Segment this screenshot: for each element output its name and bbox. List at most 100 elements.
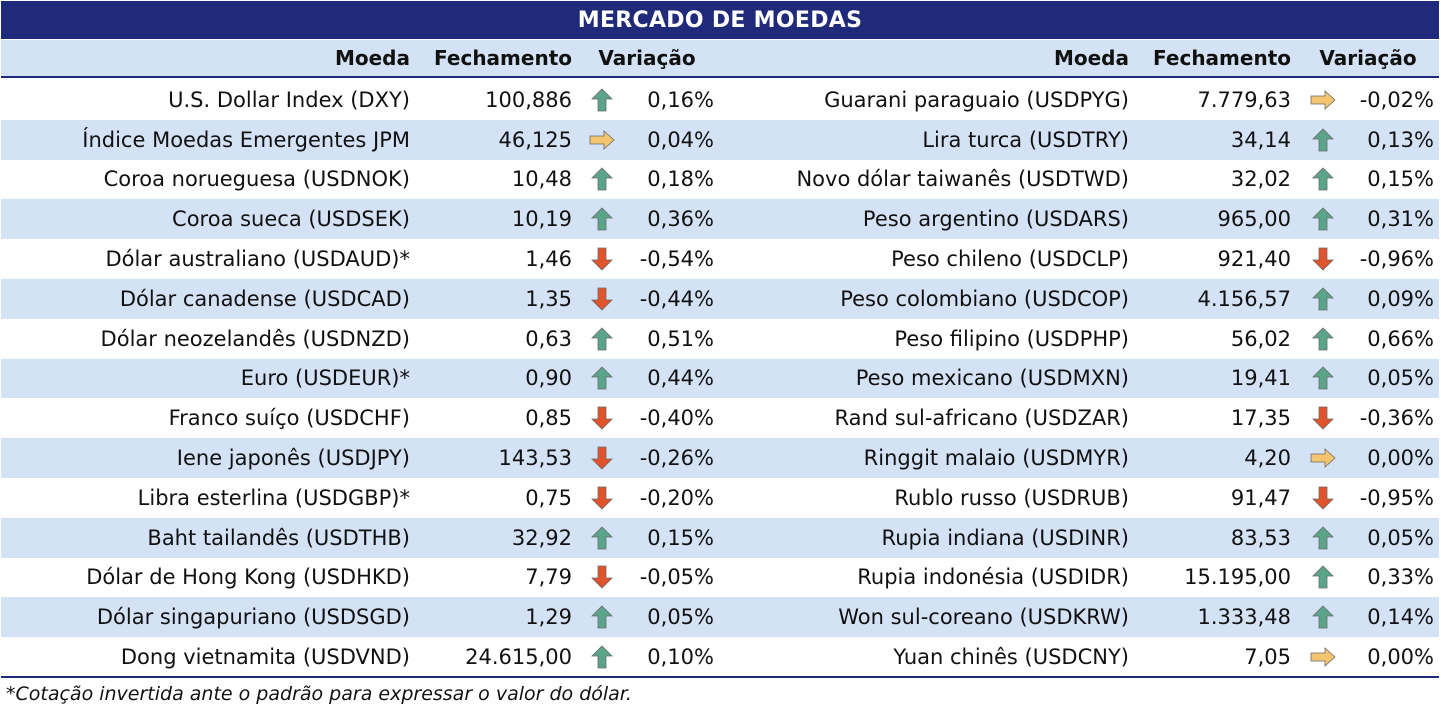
change-value: 0,18%: [647, 167, 714, 192]
close-value: 7,79: [525, 565, 572, 590]
currency-name: Baht tailandês (USDTHB): [147, 525, 410, 550]
currency-name: Dólar australiano (USDAUD)*: [105, 247, 410, 272]
currency-name: Peso filipino (USDPHP): [894, 326, 1129, 351]
change-value: 0,14%: [1367, 605, 1434, 630]
currency-name: U.S. Dollar Index (DXY): [168, 87, 410, 112]
currency-name: Dong vietnamita (USDVND): [120, 645, 410, 670]
arrow-flat-icon: [1307, 637, 1339, 677]
change-value: 0,04%: [647, 127, 714, 152]
arrow-up-icon: [586, 637, 618, 677]
table-row: Libra esterlina (USDGBP)* 0,75 -0,20% Rublo…: [1, 478, 1439, 518]
close-value: 10,19: [511, 207, 572, 232]
close-value: 4,20: [1244, 446, 1291, 471]
arrow-down-icon: [586, 279, 618, 319]
currency-name: Franco suíço (USDCHF): [168, 406, 410, 431]
change-value: 0,15%: [647, 525, 714, 550]
table-row: Dólar neozelandês (USDNZD) 0,63 0,51% Peso …: [1, 319, 1439, 359]
header-close-left: Fechamento: [434, 46, 572, 70]
close-value: 17,35: [1230, 406, 1291, 431]
footnote: *Cotação invertida ante o padrão para ex…: [6, 683, 632, 705]
close-value: 1,35: [525, 286, 572, 311]
header-close-right: Fechamento: [1153, 46, 1291, 70]
arrow-up-icon: [586, 80, 618, 120]
close-value: 0,63: [525, 326, 572, 351]
arrow-flat-icon: [1307, 80, 1339, 120]
currency-name: Dólar singapuriano (USDSGD): [96, 605, 410, 630]
table-title: MERCADO DE MOEDAS: [1, 1, 1439, 39]
currency-name: Peso argentino (USDARS): [862, 207, 1129, 232]
change-value: 0,05%: [1367, 366, 1434, 391]
table-row: Iene japonês (USDJPY) 143,53 -0,26% Ringgit…: [1, 438, 1439, 478]
arrow-up-icon: [586, 319, 618, 359]
arrow-up-icon: [1307, 120, 1339, 160]
arrow-up-icon: [586, 597, 618, 637]
arrow-up-icon: [1307, 558, 1339, 598]
currency-name: Peso colombiano (USDCOP): [840, 286, 1129, 311]
arrow-up-icon: [1307, 199, 1339, 239]
arrow-up-icon: [1307, 319, 1339, 359]
currency-name: Peso chileno (USDCLP): [891, 247, 1129, 272]
currency-name: Rupia indiana (USDINR): [881, 525, 1129, 550]
currency-name: Lira turca (USDTRY): [922, 127, 1129, 152]
arrow-up-icon: [586, 160, 618, 200]
close-value: 56,02: [1230, 326, 1291, 351]
currency-name: Rand sul-africano (USDZAR): [834, 406, 1129, 431]
close-value: 100,886: [485, 87, 572, 112]
arrow-down-icon: [586, 398, 618, 438]
table-row: Franco suíço (USDCHF) 0,85 -0,40% Rand sul-…: [1, 398, 1439, 438]
arrow-up-icon: [586, 199, 618, 239]
arrow-up-icon: [586, 518, 618, 558]
close-value: 24.615,00: [465, 645, 572, 670]
currency-name: Iene japonês (USDJPY): [176, 446, 410, 471]
change-value: 0,16%: [647, 87, 714, 112]
header-currency-right: Moeda: [1053, 46, 1129, 70]
close-value: 1,46: [525, 247, 572, 272]
change-value: -0,54%: [639, 247, 714, 272]
currency-name: Dólar neozelandês (USDNZD): [100, 326, 410, 351]
arrow-up-icon: [586, 359, 618, 399]
currency-name: Yuan chinês (USDCNY): [893, 645, 1129, 670]
change-value: 0,10%: [647, 645, 714, 670]
arrow-up-icon: [1307, 518, 1339, 558]
table-row: Dólar canadense (USDCAD) 1,35 -0,44% Peso c…: [1, 278, 1439, 319]
column-header-row: Moeda Fechamento Variação Moeda Fechamen…: [1, 40, 1439, 78]
close-value: 965,00: [1217, 207, 1291, 232]
table-bottom-border: [1, 676, 1439, 678]
close-value: 0,75: [525, 485, 572, 510]
header-change-left: Variação: [598, 46, 696, 70]
change-value: -0,44%: [639, 286, 714, 311]
change-value: -0,40%: [639, 406, 714, 431]
arrow-down-icon: [586, 239, 618, 279]
close-value: 1,29: [525, 605, 572, 630]
close-value: 7.779,63: [1197, 87, 1291, 112]
currency-name: Guarani paraguaio (USDPYG): [824, 87, 1129, 112]
table-row: Dólar de Hong Kong (USDHKD) 7,79 -0,05% Rup…: [1, 558, 1439, 598]
close-value: 10,48: [511, 167, 572, 192]
change-value: 0,00%: [1367, 645, 1434, 670]
change-value: 0,33%: [1367, 565, 1434, 590]
arrow-flat-icon: [1307, 438, 1339, 478]
table-row: Coroa norueguesa (USDNOK) 10,48 0,18% Novo …: [1, 160, 1439, 200]
currency-name: Libra esterlina (USDGBP)*: [137, 485, 410, 510]
change-value: 0,00%: [1367, 446, 1434, 471]
arrow-down-icon: [1307, 239, 1339, 279]
change-value: 0,36%: [647, 207, 714, 232]
currency-name: Índice Moedas Emergentes JPM: [82, 127, 410, 152]
close-value: 19,41: [1230, 366, 1291, 391]
close-value: 32,02: [1230, 167, 1291, 192]
close-value: 32,92: [511, 525, 572, 550]
currency-name: Euro (USDEUR)*: [240, 366, 410, 391]
close-value: 15.195,00: [1184, 565, 1291, 590]
table-row: Coroa sueca (USDSEK) 10,19 0,36% Peso argen…: [1, 199, 1439, 240]
close-value: 143,53: [498, 446, 572, 471]
change-value: 0,05%: [1367, 525, 1434, 550]
close-value: 4.156,57: [1197, 286, 1291, 311]
change-value: -0,36%: [1359, 406, 1434, 431]
currency-name: Ringgit malaio (USDMYR): [863, 446, 1129, 471]
close-value: 921,40: [1217, 247, 1291, 272]
currency-name: Rupia indonésia (USDIDR): [857, 565, 1129, 590]
arrow-down-icon: [586, 438, 618, 478]
close-value: 0,90: [525, 366, 572, 391]
change-value: 0,15%: [1367, 167, 1434, 192]
arrow-up-icon: [1307, 160, 1339, 200]
